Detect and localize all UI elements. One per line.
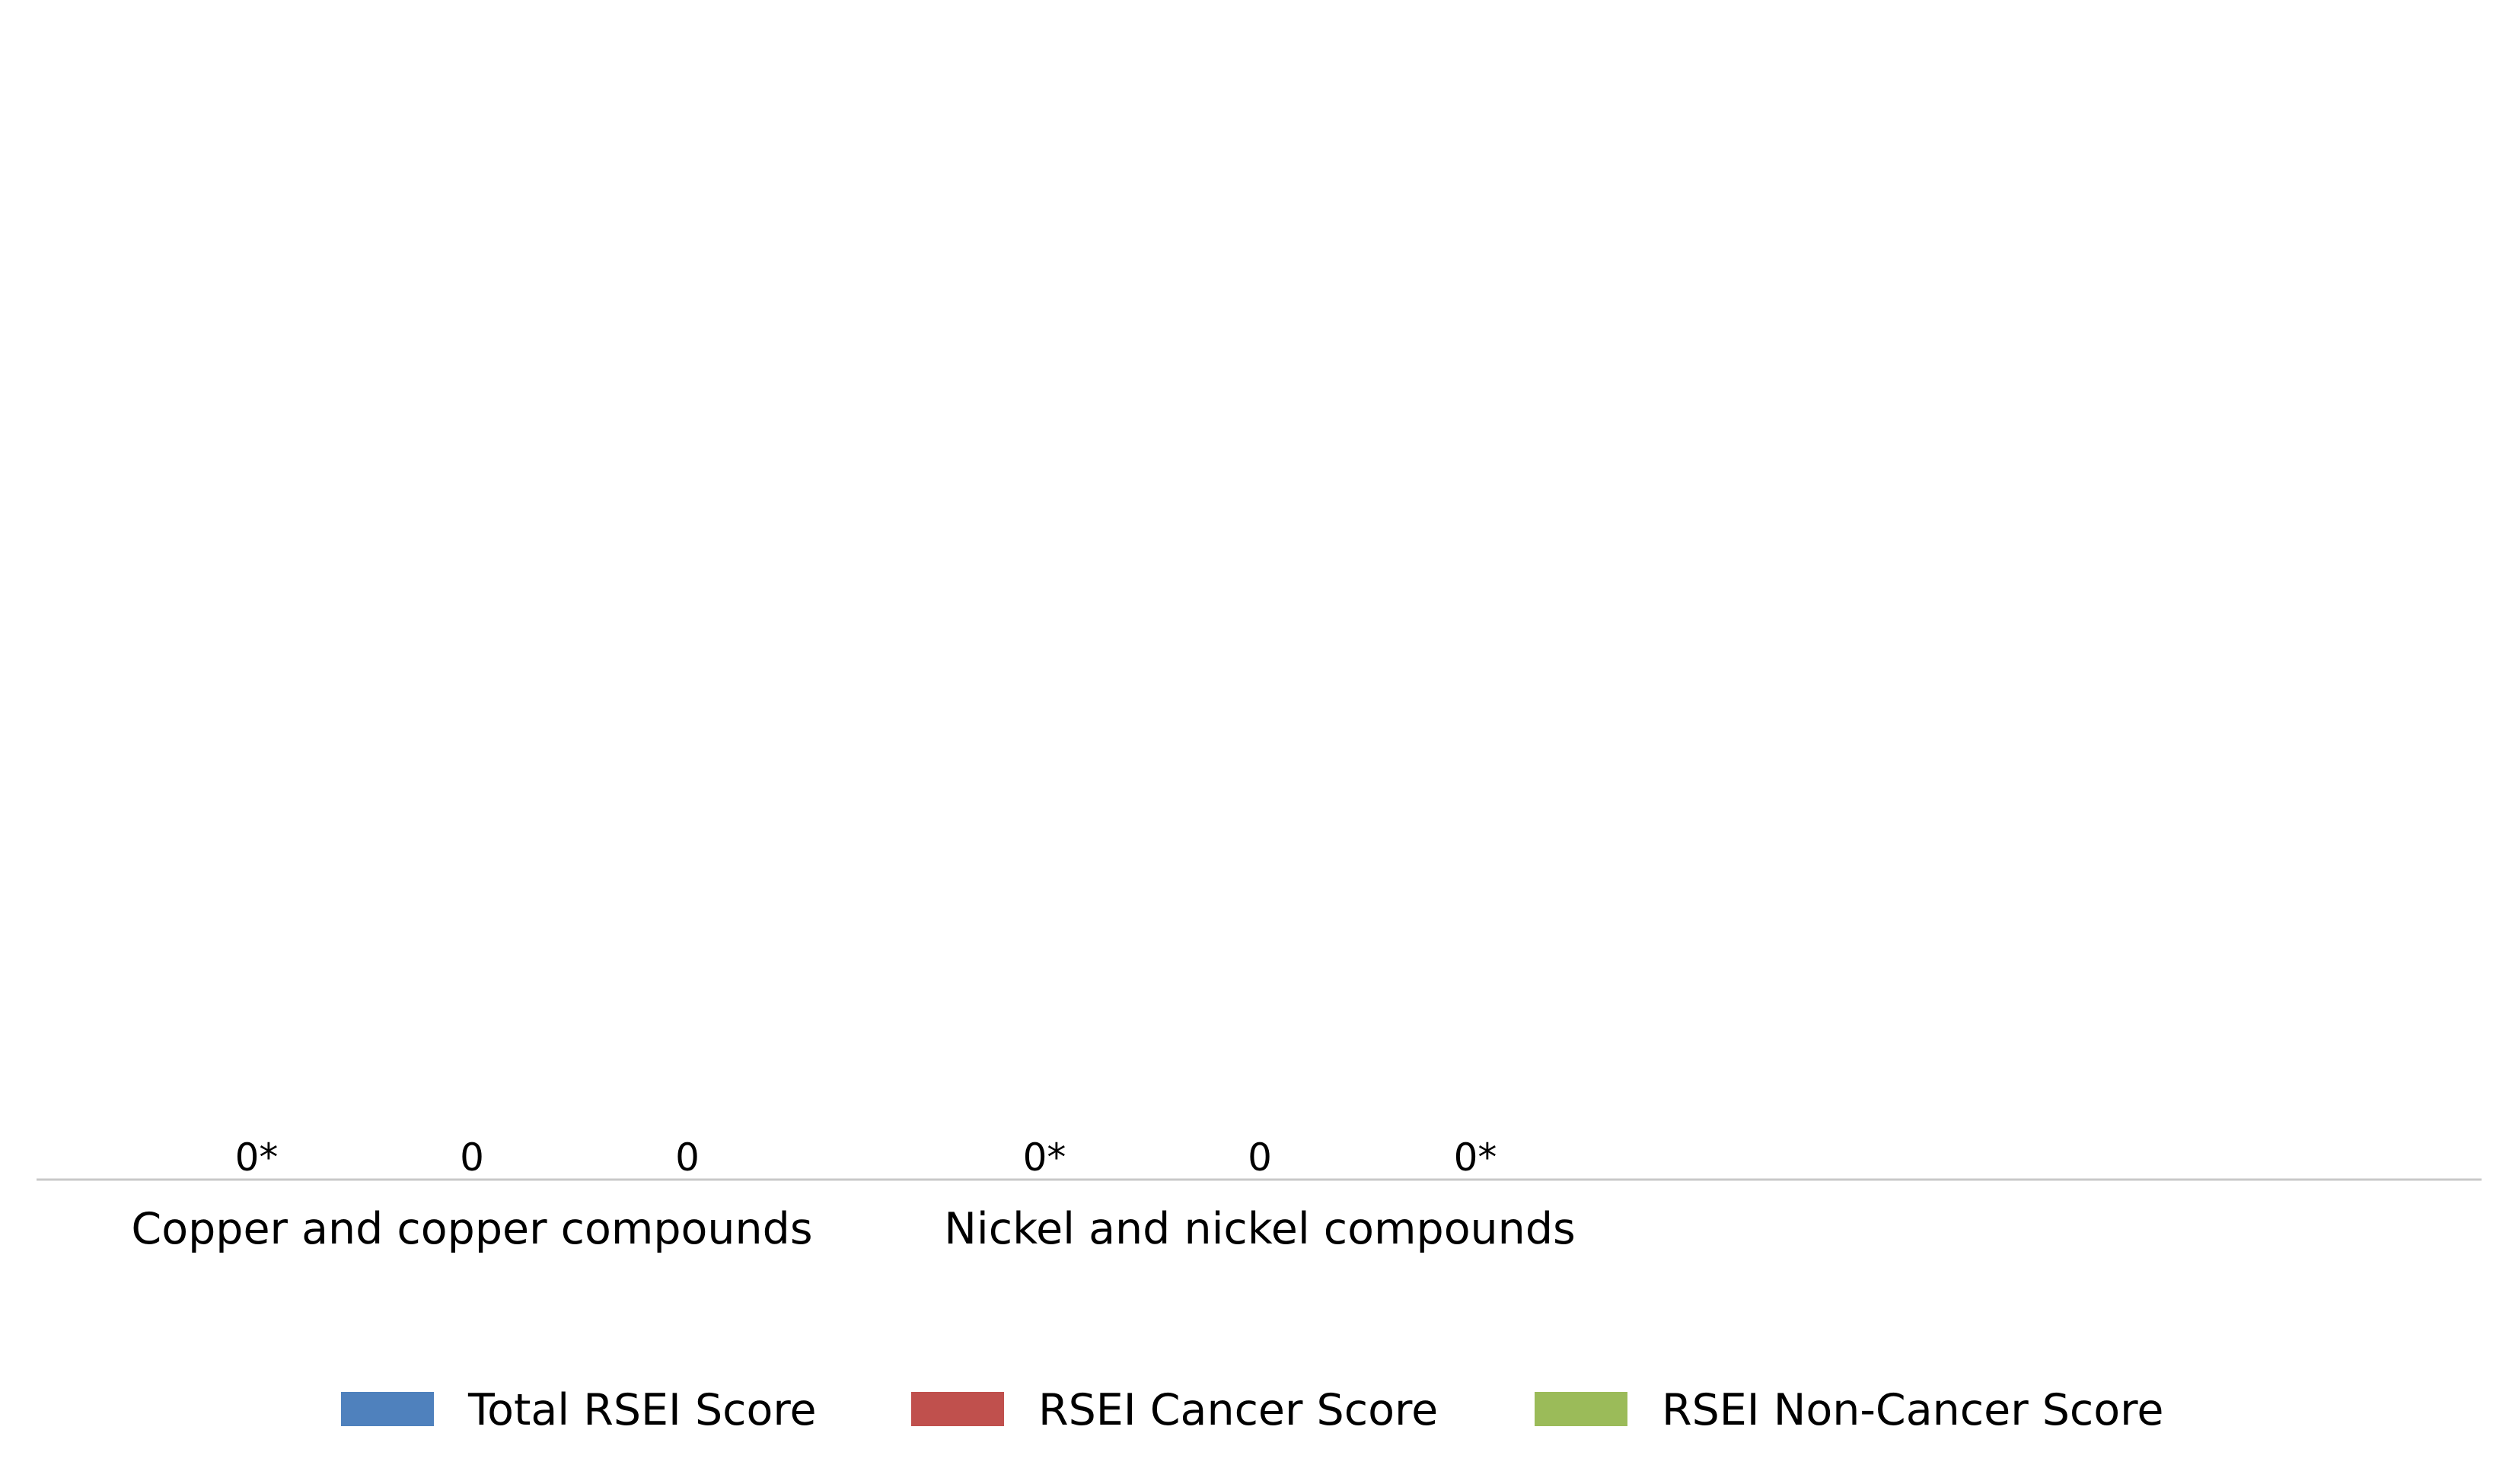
- legend-swatch-rsei-non-cancer-score: [1535, 1392, 1627, 1426]
- legend-swatch-rsei-cancer-score: [911, 1392, 1004, 1426]
- category-label-copper-and-copper-compounds: Copper and copper compounds: [131, 1204, 812, 1254]
- legend-swatch-total-rsei-score: [341, 1392, 434, 1426]
- data-label-rsei-non-cancer-score-nickel-and-nickel-compounds: 0*: [1454, 1135, 1497, 1180]
- data-label-rsei-cancer-score-copper-and-copper-compounds: 0: [460, 1135, 484, 1180]
- legend-item-total-rsei-score: Total RSEI Score: [341, 1385, 817, 1435]
- data-label-rsei-cancer-score-nickel-and-nickel-compounds: 0: [1248, 1135, 1272, 1180]
- data-labels-layer: 0* 0 0 0* 0 0*: [235, 1135, 1497, 1180]
- legend-item-rsei-non-cancer-score: RSEI Non-Cancer Score: [1535, 1385, 2163, 1435]
- data-label-total-rsei-score-nickel-and-nickel-compounds: 0*: [1023, 1135, 1066, 1180]
- legend-label-rsei-cancer-score: RSEI Cancer Score: [1038, 1385, 1438, 1435]
- category-label-nickel-and-nickel-compounds: Nickel and nickel compounds: [944, 1204, 1575, 1254]
- legend: Total RSEI Score RSEI Cancer Score RSEI No…: [341, 1385, 2163, 1435]
- legend-item-rsei-cancer-score: RSEI Cancer Score: [911, 1385, 1438, 1435]
- data-label-total-rsei-score-copper-and-copper-compounds: 0*: [235, 1135, 279, 1180]
- category-labels-layer: Copper and copper compounds Nickel and ni…: [131, 1204, 1575, 1254]
- legend-label-rsei-non-cancer-score: RSEI Non-Cancer Score: [1662, 1385, 2163, 1435]
- data-label-rsei-non-cancer-score-copper-and-copper-compounds: 0: [675, 1135, 700, 1180]
- legend-label-total-rsei-score: Total RSEI Score: [467, 1385, 817, 1435]
